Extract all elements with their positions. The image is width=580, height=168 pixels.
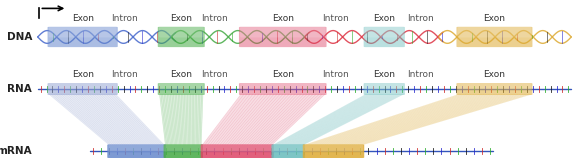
FancyBboxPatch shape [364, 83, 405, 95]
Text: Exon: Exon [72, 14, 93, 23]
Text: RNA: RNA [7, 84, 32, 94]
Text: Intron: Intron [322, 70, 349, 79]
Text: Exon: Exon [484, 70, 505, 79]
Text: Intron: Intron [407, 70, 434, 79]
FancyBboxPatch shape [304, 145, 363, 152]
Text: DNA: DNA [6, 32, 32, 42]
FancyBboxPatch shape [365, 83, 404, 90]
Polygon shape [160, 94, 203, 145]
FancyBboxPatch shape [456, 83, 532, 95]
Text: Intron: Intron [111, 70, 138, 79]
FancyBboxPatch shape [458, 83, 531, 90]
FancyBboxPatch shape [271, 144, 305, 158]
FancyBboxPatch shape [273, 145, 304, 152]
Text: Intron: Intron [322, 14, 349, 23]
Text: mRNA: mRNA [0, 146, 32, 156]
FancyBboxPatch shape [240, 83, 325, 90]
Polygon shape [304, 94, 531, 145]
Polygon shape [202, 94, 325, 145]
FancyBboxPatch shape [48, 83, 118, 95]
FancyBboxPatch shape [458, 27, 531, 37]
FancyBboxPatch shape [364, 27, 405, 47]
Text: Intron: Intron [201, 14, 228, 23]
Text: Exon: Exon [484, 14, 505, 23]
Text: Exon: Exon [374, 70, 395, 79]
FancyBboxPatch shape [165, 145, 202, 152]
Polygon shape [273, 94, 403, 145]
FancyBboxPatch shape [202, 145, 273, 152]
FancyBboxPatch shape [239, 83, 327, 95]
FancyBboxPatch shape [107, 144, 166, 158]
FancyBboxPatch shape [201, 144, 274, 158]
Text: Intron: Intron [111, 14, 138, 23]
Text: Intron: Intron [407, 14, 434, 23]
FancyBboxPatch shape [164, 144, 203, 158]
FancyBboxPatch shape [158, 27, 205, 47]
Polygon shape [49, 94, 164, 145]
FancyBboxPatch shape [365, 27, 404, 37]
FancyBboxPatch shape [48, 27, 118, 47]
FancyBboxPatch shape [159, 83, 204, 90]
Text: Exon: Exon [171, 70, 192, 79]
Text: Exon: Exon [272, 70, 293, 79]
Text: Exon: Exon [374, 14, 395, 23]
Text: Intron: Intron [201, 70, 228, 79]
FancyBboxPatch shape [456, 27, 532, 47]
FancyBboxPatch shape [158, 83, 205, 95]
Text: Exon: Exon [171, 14, 192, 23]
FancyBboxPatch shape [239, 27, 327, 47]
Text: Exon: Exon [272, 14, 293, 23]
FancyBboxPatch shape [303, 144, 364, 158]
FancyBboxPatch shape [49, 83, 117, 90]
FancyBboxPatch shape [159, 27, 204, 37]
FancyBboxPatch shape [108, 145, 165, 152]
Text: Exon: Exon [72, 70, 93, 79]
FancyBboxPatch shape [49, 27, 117, 37]
FancyBboxPatch shape [240, 27, 325, 37]
